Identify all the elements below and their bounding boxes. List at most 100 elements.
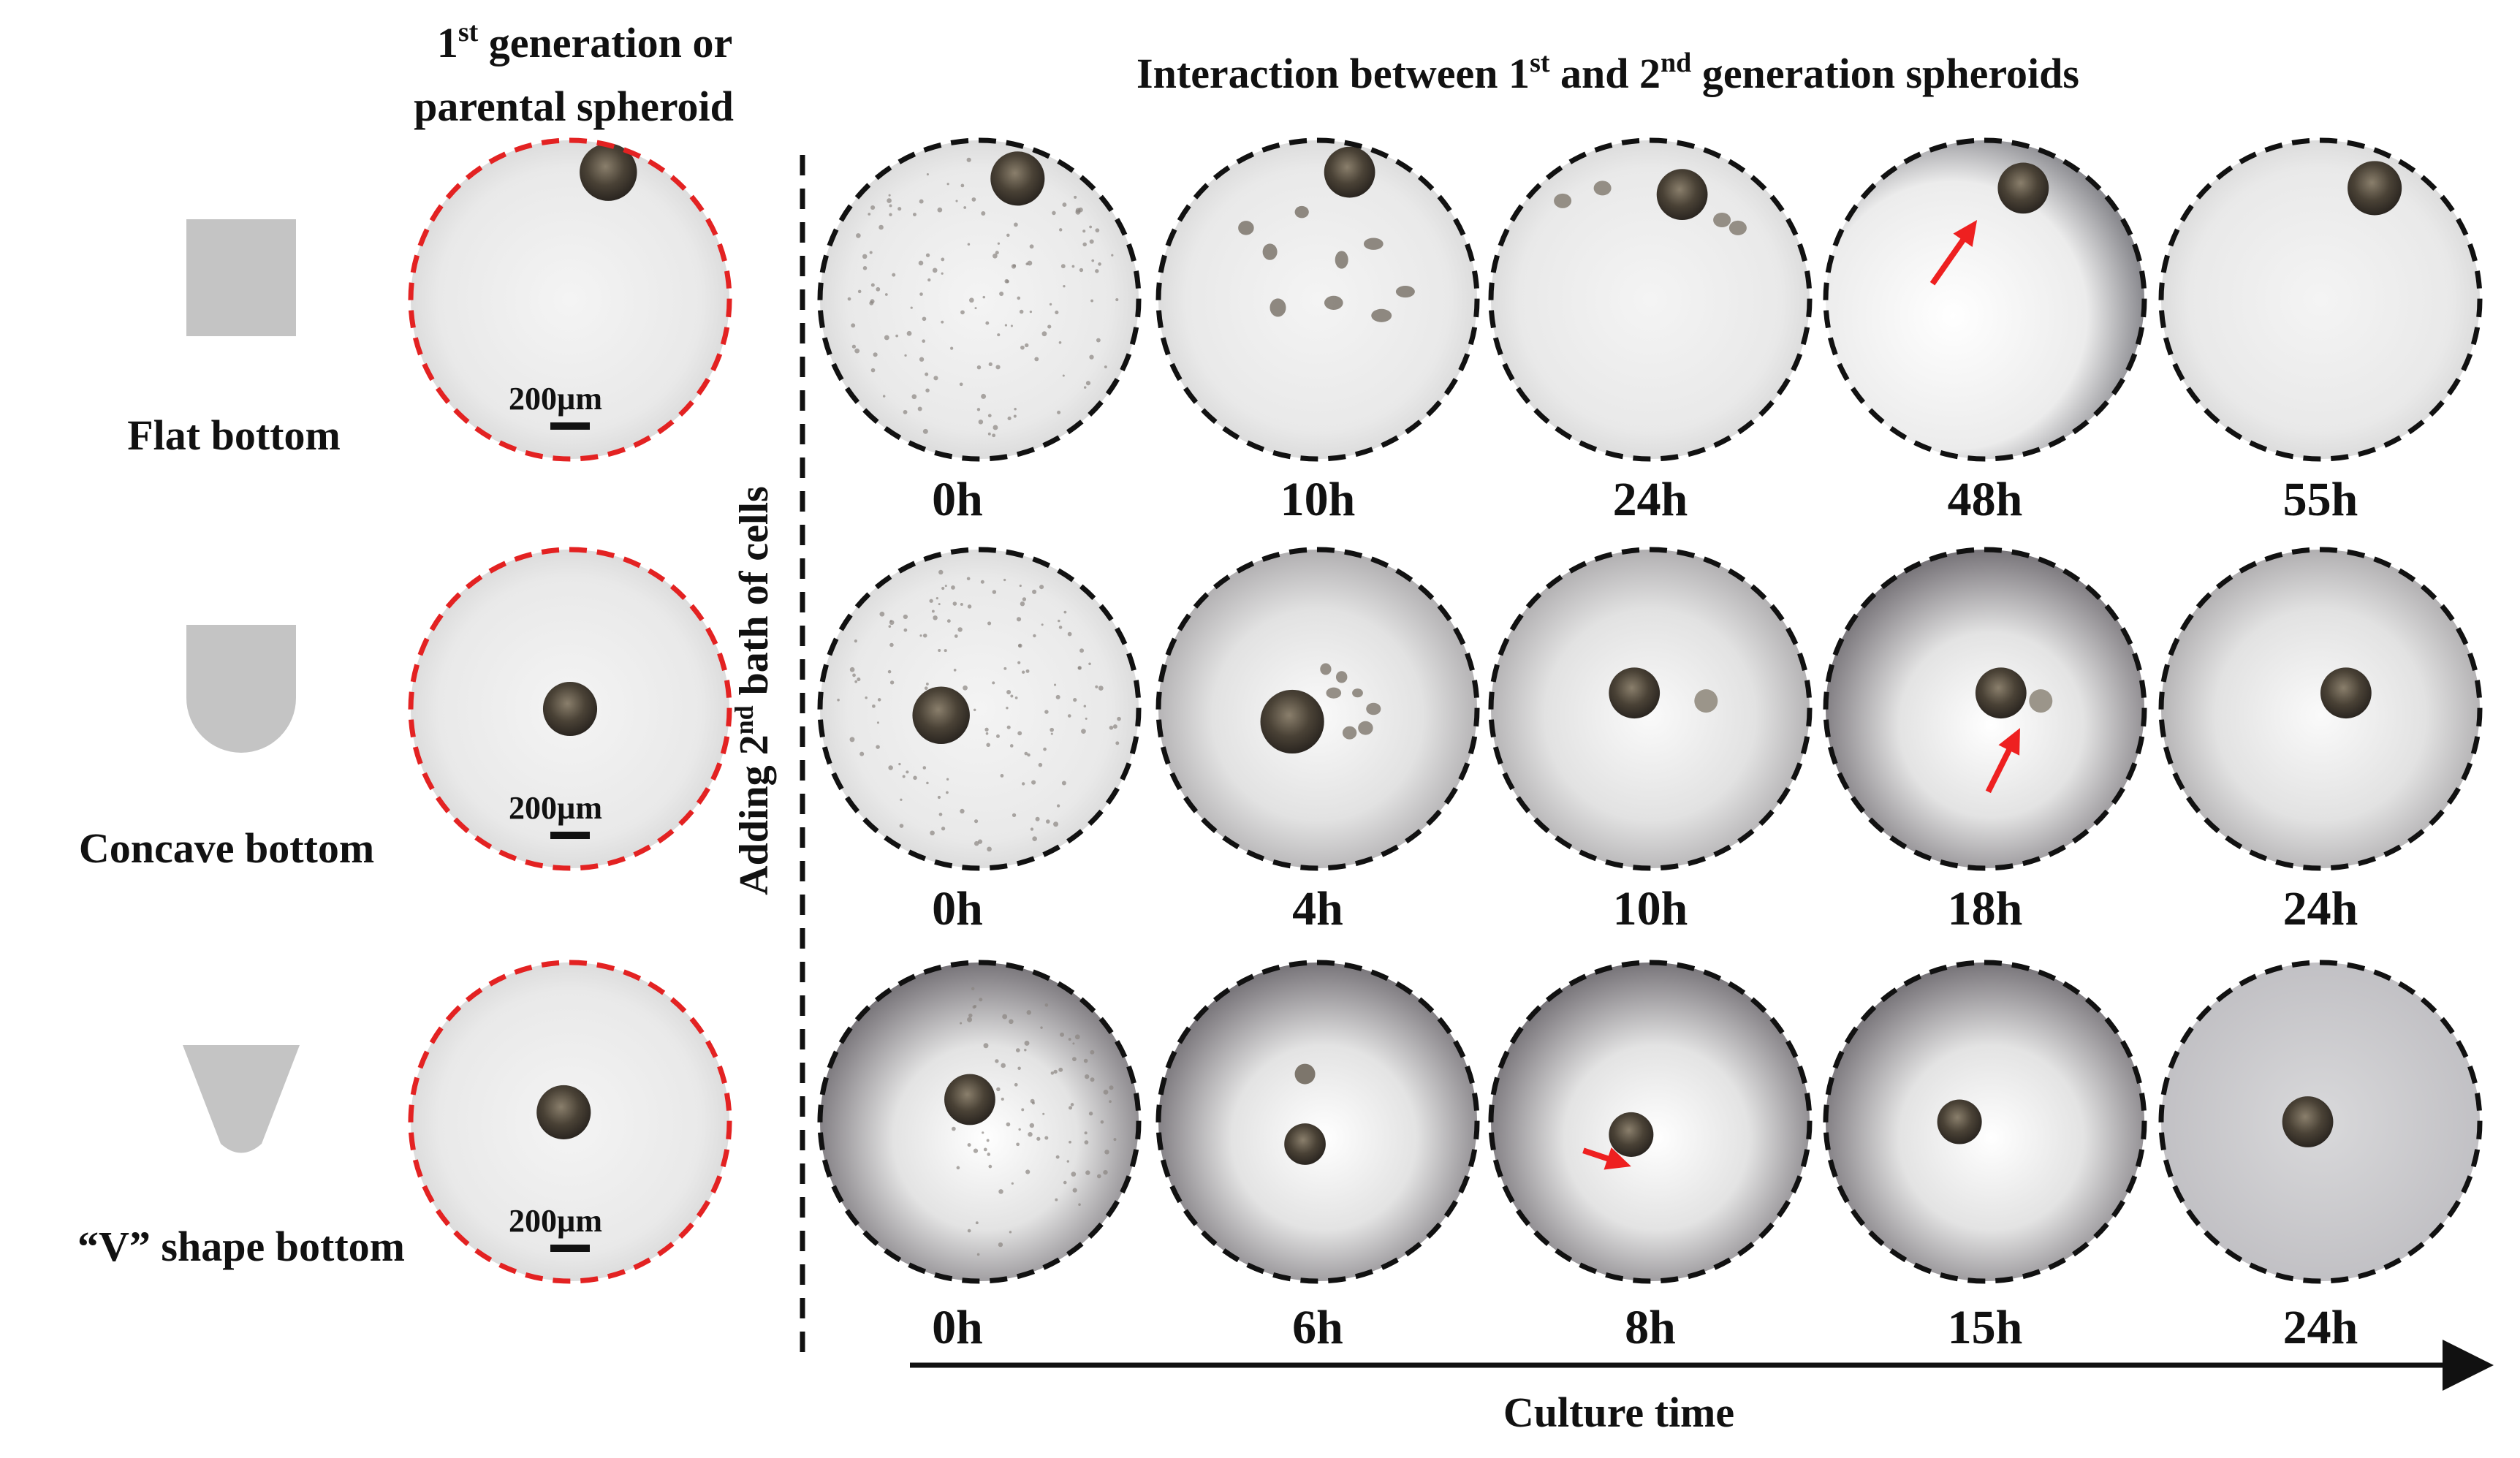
scale-bar-label: 200µm [509, 790, 602, 826]
scale-bar [550, 832, 590, 839]
vertical-label: Adding 2nd bath of cells [729, 486, 777, 895]
well-border [1155, 960, 1480, 1284]
well-image [820, 140, 1139, 459]
parental-spheroid-well [408, 960, 732, 1284]
timepoint-label: 10h [1280, 473, 1356, 526]
spheroid [912, 686, 970, 744]
spheroid [2348, 161, 2402, 216]
timepoint-well [1155, 960, 1480, 1284]
parental-title-line2: parental spheroid [414, 83, 734, 130]
well-shape-flat-icon [186, 219, 296, 336]
timepoint-well [1488, 547, 1813, 871]
scale-bar-label: 200µm [509, 381, 602, 417]
well-border [817, 137, 1142, 462]
spheroid [536, 1085, 591, 1139]
arrow-head [1604, 1147, 1631, 1170]
timepoint-well [817, 547, 1142, 871]
well-shape-v-icon [183, 1045, 300, 1153]
well-border [1488, 547, 1813, 871]
spheroid [1937, 1099, 1982, 1144]
timepoint-label: 24h [2283, 882, 2358, 935]
spheroid [580, 143, 637, 201]
spheroid [1609, 1112, 1654, 1157]
timepoint-label: 6h [1292, 1301, 1343, 1354]
well-border [1155, 547, 1480, 871]
timepoint-well [1155, 547, 1480, 871]
spheroid [1260, 689, 1324, 754]
well-border [1823, 960, 2147, 1284]
timepoint-well [2158, 137, 2483, 462]
parental-title-line1: 1st generation or [437, 17, 732, 67]
bottom-type-label: Concave bottom [79, 824, 374, 872]
scale-bar [550, 422, 590, 430]
spheroid [1975, 667, 2027, 719]
spheroid [1324, 146, 1375, 198]
bottom-type-label: “V” shape bottom [77, 1223, 405, 1270]
timepoint-well [817, 960, 1142, 1284]
timepoint-label: 0h [932, 1301, 983, 1354]
well-image [820, 550, 1139, 868]
well-border [1488, 137, 1813, 462]
well-border [1155, 137, 1480, 462]
timepoint-label: 24h [1613, 473, 1688, 526]
parental-spheroid-well [408, 137, 732, 462]
timepoint-well [1488, 960, 1813, 1284]
spheroid [1284, 1123, 1326, 1165]
timepoint-well [1155, 137, 1480, 462]
well-image [1158, 140, 1477, 459]
timepoint-label: 55h [2283, 473, 2358, 526]
well-image [1491, 962, 1810, 1281]
timepoint-well [1823, 547, 2147, 871]
spheroid [542, 681, 598, 737]
well-image [2161, 550, 2480, 868]
well-shape-concave-icon [186, 625, 296, 753]
time-axis-label: Culture time [1503, 1389, 1734, 1436]
spheroid [1656, 169, 1708, 220]
well-border [817, 960, 1142, 1284]
rows: Flat bottom 200µm 0h 10h 24h 48h 55h Concave bo… [77, 137, 2483, 1354]
timepoint-well [1488, 137, 1813, 462]
well-border [1823, 137, 2147, 462]
timepoint-well [2158, 960, 2483, 1284]
scale-bar [550, 1245, 590, 1252]
timepoint-label: 15h [1948, 1301, 2023, 1354]
spheroid [2282, 1096, 2334, 1147]
timepoint-well [1823, 137, 2147, 462]
well-border [2158, 960, 2483, 1284]
bottom-type-label: Flat bottom [127, 411, 341, 459]
timepoint-well [1823, 960, 2147, 1284]
timepoint-well [817, 137, 1142, 462]
well-border [1488, 960, 1813, 1284]
well-border [408, 137, 732, 462]
timepoint-well [2158, 547, 2483, 871]
well-border [408, 547, 732, 871]
timepoint-label: 0h [932, 882, 983, 935]
timepoint-label: 48h [1948, 473, 2023, 526]
well-border [817, 547, 1142, 871]
well-border [1823, 547, 2147, 871]
timepoint-label: 10h [1613, 882, 1688, 935]
well-image [1826, 140, 2144, 459]
well-border [408, 960, 732, 1284]
timepoint-label: 18h [1948, 882, 2023, 935]
arrow-head [1953, 220, 1978, 248]
well-image [411, 140, 729, 459]
spheroid [990, 151, 1045, 206]
timepoint-label: 4h [1292, 882, 1343, 935]
scale-bar-label: 200µm [509, 1203, 602, 1239]
spheroid [1609, 667, 1661, 719]
timepoint-label: 8h [1625, 1301, 1676, 1354]
well-image [1826, 962, 2144, 1281]
pointer-arrow [1985, 741, 2016, 794]
pointer-arrow [1929, 231, 1970, 286]
well-border [2158, 547, 2483, 871]
spheroid [1997, 162, 2049, 214]
well-border [2158, 137, 2483, 462]
timepoint-label: 24h [2283, 1301, 2358, 1354]
well-image [2161, 140, 2480, 459]
well-image [1158, 962, 1477, 1281]
spheroid [2320, 667, 2372, 719]
spheroid [944, 1074, 995, 1125]
parental-spheroid-well [408, 547, 732, 871]
